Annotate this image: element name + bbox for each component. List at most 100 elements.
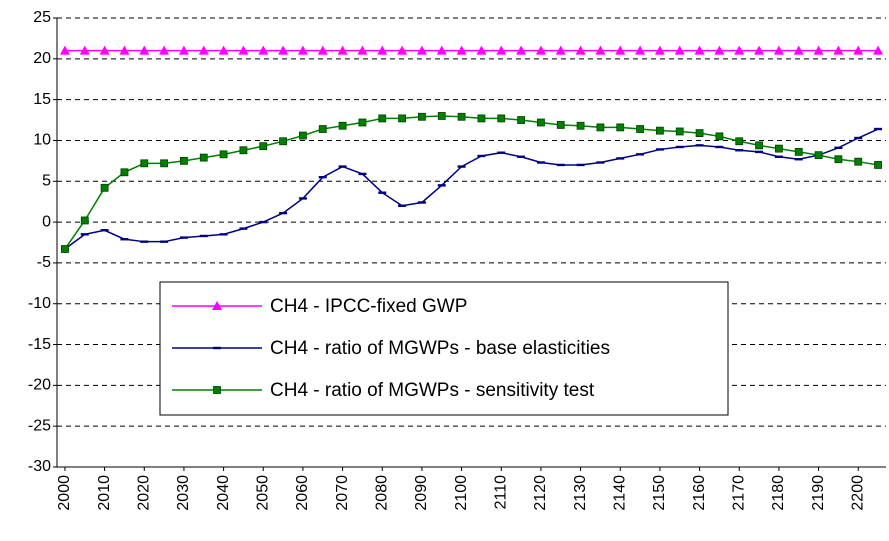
marker <box>317 45 328 55</box>
y-tick-label: 15 <box>33 91 51 108</box>
marker <box>239 227 248 230</box>
marker <box>636 153 645 156</box>
marker <box>556 163 565 167</box>
marker <box>398 204 407 207</box>
y-tick-label: -25 <box>28 417 51 434</box>
marker <box>259 142 268 151</box>
marker <box>774 155 783 158</box>
x-tick-label: 2060 <box>294 475 311 511</box>
marker <box>397 45 408 55</box>
marker <box>537 118 545 127</box>
marker <box>337 45 348 55</box>
marker <box>80 233 89 236</box>
marker <box>794 147 803 156</box>
x-tick-label: 2150 <box>651 475 668 511</box>
marker <box>755 150 764 154</box>
marker <box>79 45 90 55</box>
marker <box>100 183 109 192</box>
marker <box>477 154 486 158</box>
marker <box>497 151 506 154</box>
y-tick-label: -5 <box>37 254 51 271</box>
marker <box>874 161 882 169</box>
marker <box>120 168 129 177</box>
marker <box>279 137 287 146</box>
marker <box>258 45 269 55</box>
marker <box>735 137 744 146</box>
marker <box>555 45 566 55</box>
marker <box>279 211 288 215</box>
marker <box>278 45 289 55</box>
y-tick-label: -30 <box>28 458 51 475</box>
marker <box>338 165 347 168</box>
marker <box>198 45 209 55</box>
x-tick-label: 2160 <box>691 475 708 511</box>
x-tick-label: 2030 <box>175 475 192 511</box>
marker <box>656 126 664 135</box>
marker <box>457 165 466 168</box>
marker <box>793 45 804 55</box>
marker <box>140 240 149 243</box>
marker <box>417 201 426 204</box>
marker <box>735 149 744 152</box>
marker <box>457 112 466 121</box>
marker <box>416 45 427 55</box>
marker <box>813 45 824 55</box>
marker <box>377 45 388 55</box>
marker <box>694 45 705 55</box>
marker <box>119 45 130 55</box>
marker <box>160 159 168 168</box>
marker <box>834 146 843 150</box>
marker <box>596 161 605 164</box>
marker <box>418 112 426 121</box>
marker <box>654 45 665 55</box>
marker <box>139 45 150 55</box>
marker <box>675 127 684 136</box>
x-tick-label: 2010 <box>96 475 113 511</box>
marker <box>834 155 843 164</box>
marker <box>535 45 546 55</box>
marker <box>59 45 70 55</box>
marker <box>297 45 308 55</box>
y-tick-label: -10 <box>28 295 51 312</box>
marker <box>615 45 626 55</box>
x-tick-label: 2070 <box>334 475 351 511</box>
marker <box>655 148 664 151</box>
marker <box>180 156 188 165</box>
marker <box>496 45 507 55</box>
marker <box>596 123 605 132</box>
marker <box>714 45 725 55</box>
x-tick-label: 2200 <box>849 475 866 511</box>
marker <box>456 45 467 55</box>
marker <box>794 158 803 161</box>
x-tick-label: 2190 <box>810 475 827 511</box>
marker <box>874 127 883 131</box>
y-tick-label: -20 <box>28 377 51 394</box>
marker <box>318 175 327 179</box>
marker <box>576 121 585 130</box>
marker <box>159 45 170 55</box>
marker <box>99 45 110 55</box>
marker <box>595 45 606 55</box>
marker <box>218 45 229 55</box>
marker <box>477 114 486 123</box>
x-tick-label: 2090 <box>413 475 430 511</box>
marker <box>338 121 347 130</box>
marker <box>318 125 327 133</box>
marker <box>259 220 268 224</box>
x-tick-label: 2110 <box>492 475 509 510</box>
y-tick-label: -15 <box>28 336 51 353</box>
x-tick-label: 2120 <box>532 475 549 511</box>
marker <box>517 155 526 158</box>
legend-label: CH4 - ratio of MGWPs - sensitivity test <box>270 380 595 401</box>
marker <box>854 157 863 166</box>
marker <box>853 45 864 55</box>
marker <box>833 45 844 55</box>
marker <box>219 233 228 236</box>
marker <box>715 145 724 149</box>
marker <box>536 161 545 164</box>
marker <box>497 114 506 123</box>
x-tick-label: 2180 <box>770 475 787 511</box>
marker <box>576 163 585 167</box>
y-tick-label: 20 <box>33 50 51 67</box>
